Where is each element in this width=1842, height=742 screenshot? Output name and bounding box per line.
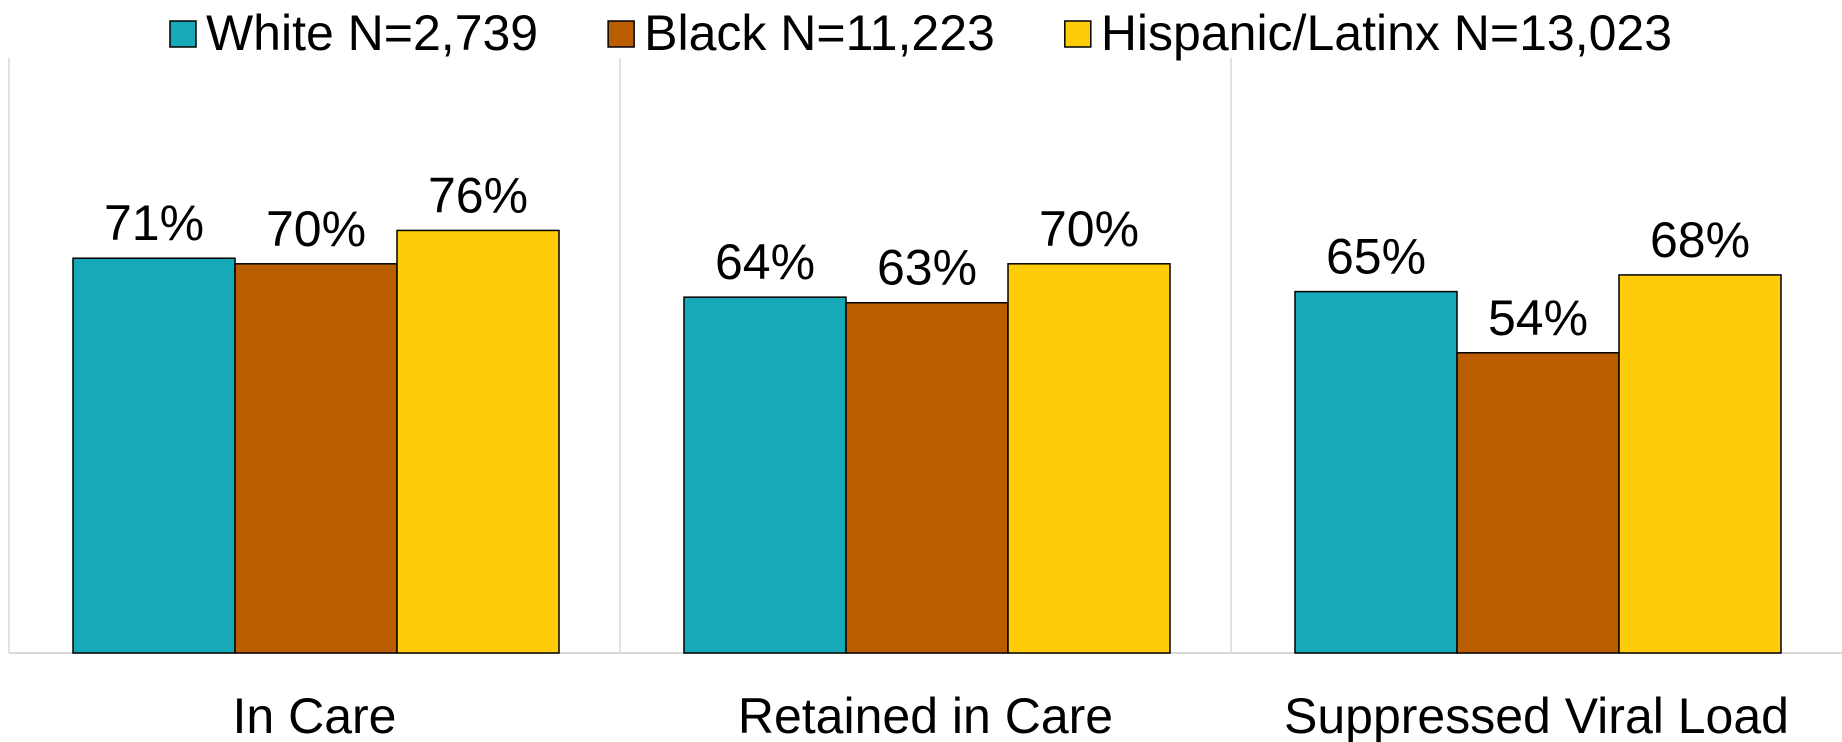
bar [1294, 290, 1458, 654]
data-label: 64% [715, 234, 815, 290]
category-label: Suppressed Viral Load [1284, 688, 1789, 742]
value-labels-group: 71% 70% 76% 64% 63% 70% 65% 54% 68% [104, 167, 1750, 345]
legend-swatch [169, 20, 197, 48]
data-label: 65% [1326, 229, 1426, 285]
legend-label: White N=2,739 [206, 5, 538, 61]
legend-item: Hispanic/Latinx N=13,023 [1064, 5, 1672, 61]
category-label: In Care [233, 688, 397, 742]
legend-label: Black N=11,223 [644, 5, 995, 61]
bars-group [72, 229, 1782, 654]
data-label: 63% [877, 240, 977, 296]
bar [683, 296, 847, 654]
legend-label: Hispanic/Latinx N=13,023 [1101, 5, 1672, 61]
bar [234, 263, 398, 654]
legend-swatch [1064, 20, 1092, 48]
legend-item: Black N=11,223 [607, 5, 995, 61]
data-label: 68% [1650, 212, 1750, 268]
bar [396, 229, 560, 654]
bar [1618, 274, 1782, 654]
bar [1456, 352, 1620, 654]
bar [845, 301, 1009, 654]
category-labels-group: In Care Retained in Care Suppressed Viral … [233, 688, 1789, 742]
data-label: 71% [104, 195, 204, 251]
data-label: 76% [428, 167, 528, 223]
data-label: 70% [266, 201, 366, 257]
bar [72, 257, 236, 654]
category-label: Retained in Care [738, 688, 1113, 742]
legend-swatch [607, 20, 635, 48]
legend: White N=2,739 Black N=11,223 Hispanic/Lati… [169, 5, 1672, 61]
legend-item: White N=2,739 [169, 5, 538, 61]
data-label: 54% [1488, 290, 1588, 346]
bar [1007, 263, 1171, 654]
data-label: 70% [1039, 201, 1139, 257]
